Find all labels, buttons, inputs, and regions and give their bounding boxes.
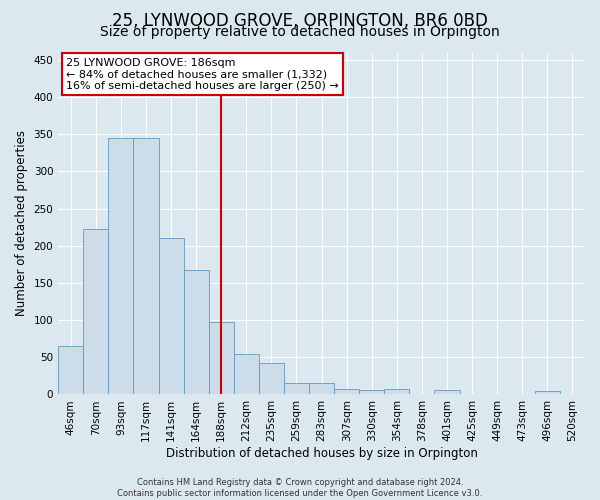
Bar (309, 384, 334, 394)
Bar (83, 228, 109, 394)
Bar (385, 388, 409, 394)
Text: 25, LYNWOOD GROVE, ORPINGTON, BR6 0BD: 25, LYNWOOD GROVE, ORPINGTON, BR6 0BD (112, 12, 488, 30)
Y-axis label: Number of detached properties: Number of detached properties (15, 130, 28, 316)
Bar (434, 390, 460, 394)
Bar (334, 388, 359, 394)
Bar (109, 138, 133, 394)
Bar (158, 238, 184, 394)
Text: Contains HM Land Registry data © Crown copyright and database right 2024.
Contai: Contains HM Land Registry data © Crown c… (118, 478, 482, 498)
Bar (133, 138, 158, 394)
X-axis label: Distribution of detached houses by size in Orpington: Distribution of detached houses by size … (166, 447, 478, 460)
Bar (259, 363, 284, 394)
Bar (209, 322, 234, 394)
Bar (359, 390, 385, 394)
Bar (284, 384, 309, 394)
Bar (535, 392, 560, 394)
Text: Size of property relative to detached houses in Orpington: Size of property relative to detached ho… (100, 25, 500, 39)
Bar (184, 270, 209, 394)
Bar (58, 346, 83, 395)
Text: 25 LYNWOOD GROVE: 186sqm
← 84% of detached houses are smaller (1,332)
16% of sem: 25 LYNWOOD GROVE: 186sqm ← 84% of detach… (66, 58, 339, 91)
Bar (234, 354, 259, 395)
